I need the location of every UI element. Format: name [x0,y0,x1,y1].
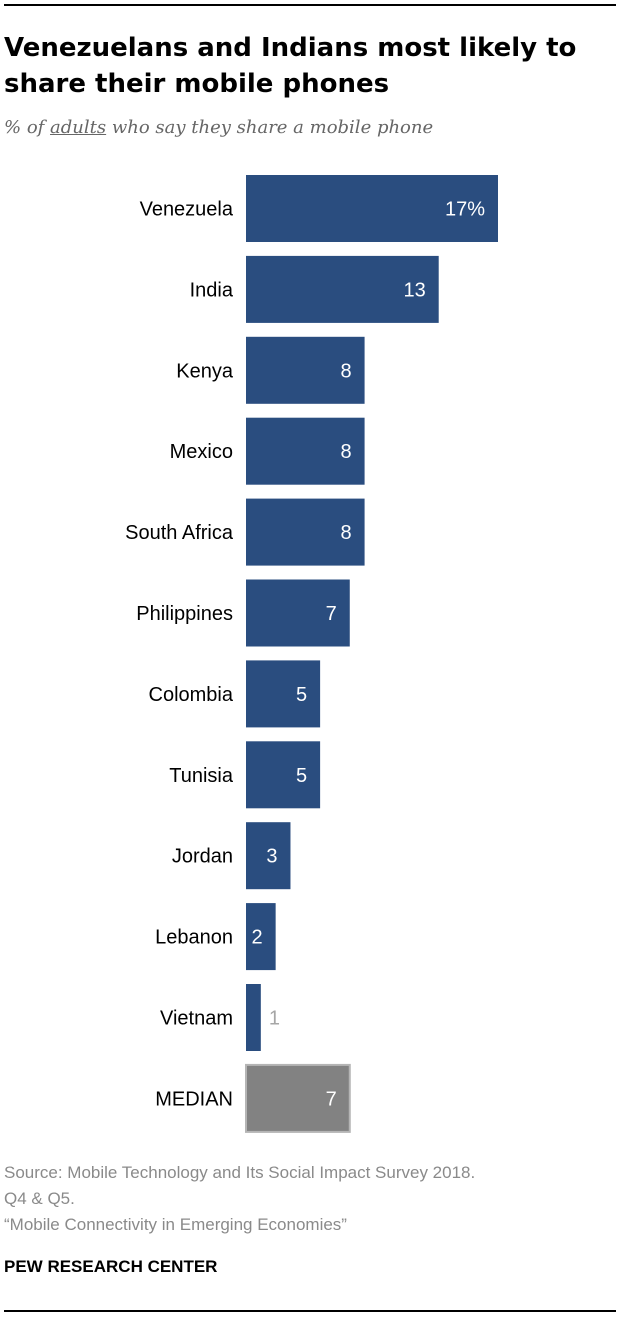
category-label: Kenya [176,360,234,382]
category-label: Venezuela [140,199,234,221]
bottom-rule [4,1310,616,1312]
bar [246,417,365,485]
value-label: 8 [340,522,351,544]
value-label: 8 [340,360,351,382]
source-line-1: Source: Mobile Technology and Its Social… [4,1163,476,1182]
chart-subtitle: % of adults who say they share a mobile … [4,117,433,138]
category-label: Jordan [172,846,233,868]
category-label: Tunisia [169,765,234,787]
value-label: 3 [266,846,277,868]
bar [246,903,276,971]
bar [246,255,439,323]
value-label: 2 [252,927,263,949]
source-line-2: Q4 & Q5. [4,1189,75,1208]
category-label: Mexico [170,441,233,463]
top-rule [4,4,616,6]
value-label: 7 [326,1088,337,1110]
bar [246,336,365,404]
bar [246,660,321,728]
category-label: MEDIAN [155,1088,233,1110]
chart-title: Venezuelans and Indians most likely to s… [4,33,577,99]
bar [246,175,498,242]
bar [246,984,261,1051]
category-label: Lebanon [155,927,233,949]
report-title: “Mobile Connectivity in Emerging Economi… [4,1215,347,1234]
category-label: Vietnam [160,1008,233,1030]
value-label: 8 [340,441,351,463]
source-note: Source: Mobile Technology and Its Social… [4,1160,604,1238]
category-label: Colombia [149,684,234,706]
subtitle-suffix: who say they share a mobile phone [106,117,434,138]
value-label: 1 [269,1008,280,1030]
brand-logo-text: PEW RESEARCH CENTER [4,1257,218,1276]
category-label: South Africa [125,522,234,544]
value-label: 13 [403,279,425,301]
bar [246,822,291,890]
value-label: 5 [296,684,307,706]
category-label: India [190,279,234,301]
bar [246,498,365,566]
value-label: 17% [445,199,485,221]
median-bar [245,1063,351,1133]
bar [246,741,321,809]
subtitle-prefix: % of [4,117,51,138]
category-label: Philippines [136,603,233,625]
subtitle-emphasis: adults [50,117,107,138]
bar [246,579,350,647]
value-label: 5 [296,765,307,787]
value-label: 7 [326,603,337,625]
